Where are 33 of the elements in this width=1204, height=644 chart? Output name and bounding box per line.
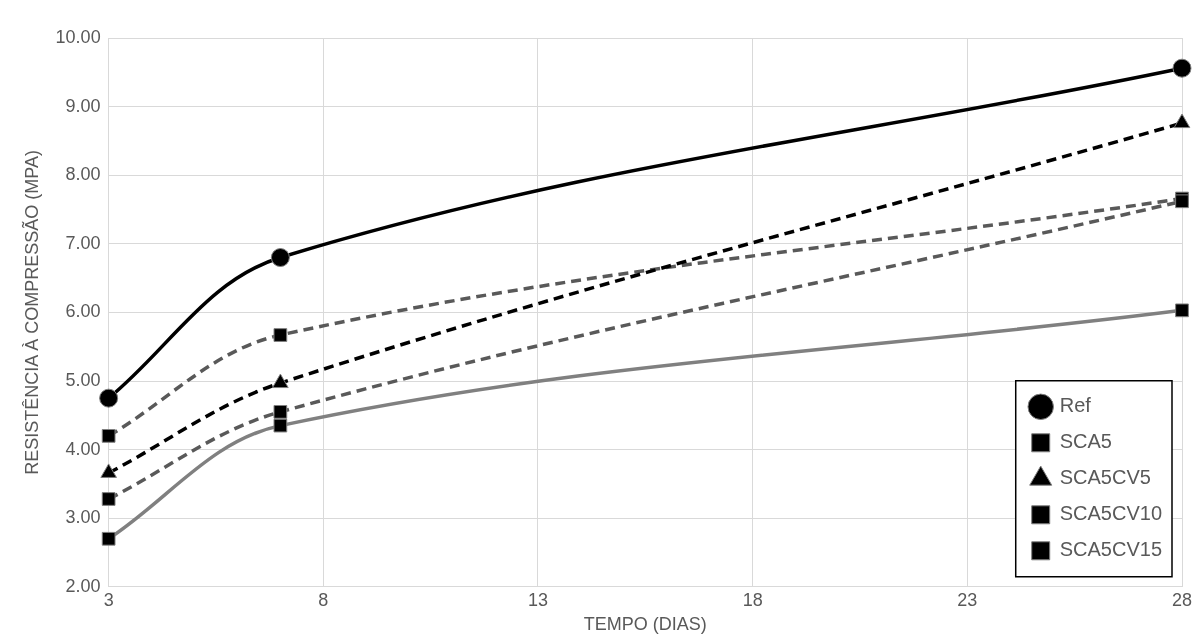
y-tick-label: 5.00 [65,369,101,390]
legend-label: SCA5 [1059,430,1112,453]
x-tick-label: 18 [742,589,763,610]
y-tick-label: 10.00 [55,26,101,47]
x-tick-label: 23 [957,589,978,610]
y-tick-label: 4.00 [65,438,101,459]
x-tick-label: 8 [318,589,329,610]
x-tick-label: 3 [103,589,114,610]
legend-label: Ref [1059,394,1092,417]
point [272,373,289,389]
x-tick-label: 28 [1171,589,1193,610]
point [1175,303,1189,318]
legend-label: SCA5CV5 [1059,466,1151,489]
point [101,531,116,546]
point [101,492,116,506]
y-tick-label: 7.00 [65,232,101,253]
y-tick-label: 8.00 [65,164,101,185]
y-tick-label: 9.00 [65,95,101,116]
y-tick-label: 3.00 [65,507,101,528]
point [270,248,290,268]
point [1172,58,1192,78]
point [99,388,119,408]
x-tick-label: 13 [527,589,548,610]
legend-label: SCA5CV10 [1059,502,1163,525]
legend-label: SCA5CV15 [1059,538,1163,561]
y-axis-title: RESISTÊNCIA À COMPRESSÃO (MPA) [20,150,42,475]
y-tick-label: 6.00 [65,301,101,322]
x-axis-title: TEMPO (DIAS) [583,614,707,635]
point [273,405,288,419]
y-tick-label: 2.00 [65,575,101,596]
point [273,328,288,342]
point [101,429,116,443]
point [273,418,288,433]
